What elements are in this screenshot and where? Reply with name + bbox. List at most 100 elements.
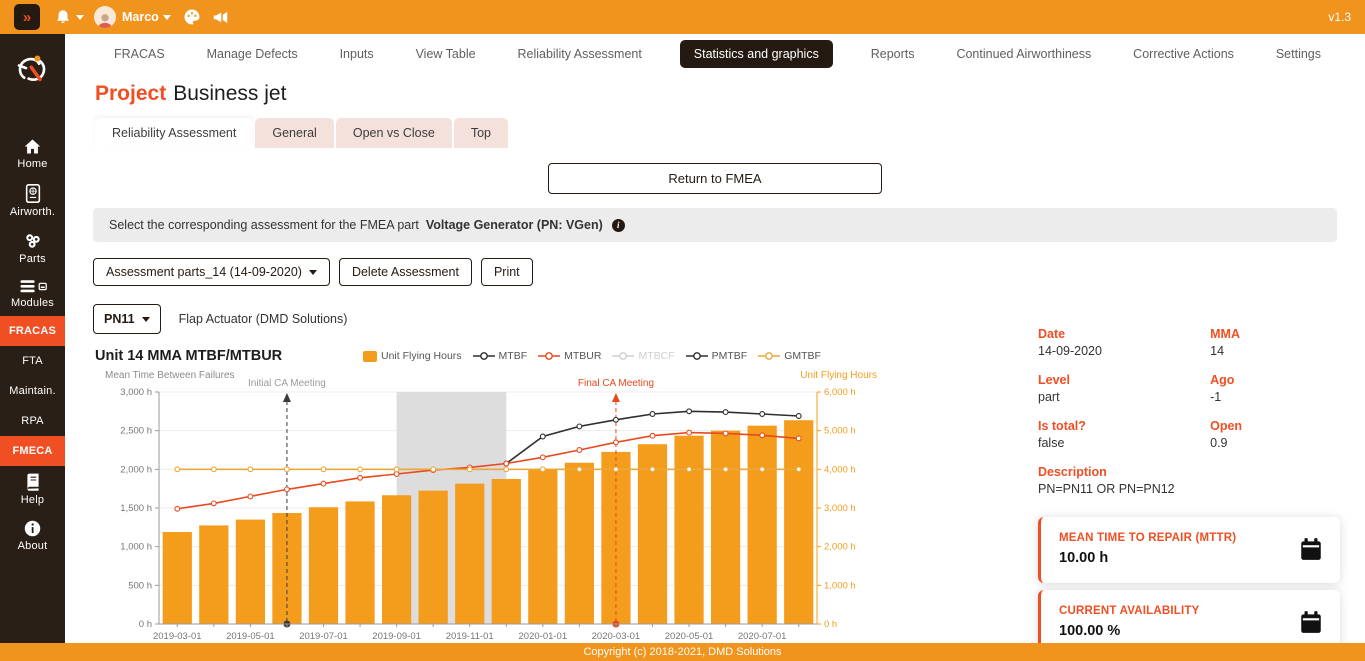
info-bar-text: Select the corresponding assessment for …	[109, 218, 419, 232]
sidebar-item-fracas[interactable]: FRACAS	[0, 316, 65, 346]
info-icon	[24, 520, 41, 537]
detail-open: Open 0.9	[1210, 419, 1243, 450]
sidebar-item-fmeca[interactable]: FMECA	[0, 436, 65, 466]
megaphone-icon	[213, 11, 228, 23]
nav-reports[interactable]: Reports	[870, 47, 915, 61]
mtbf-mtbur-chart: Initial CA Meeting Final CA Meeting 0 h 500…	[105, 370, 877, 642]
sidebar-item-help[interactable]: Help	[0, 466, 65, 513]
sidebar-item-home[interactable]: Home	[0, 131, 65, 177]
svg-text:2,000 h: 2,000 h	[824, 542, 856, 553]
caret-down-icon	[162, 14, 171, 20]
svg-text:2019-07-01: 2019-07-01	[299, 631, 348, 642]
nav-corrective-actions[interactable]: Corrective Actions	[1133, 47, 1234, 61]
mttr-card: MEAN TIME TO REPAIR (MTTR) 10.00 h	[1038, 517, 1340, 583]
home-icon	[24, 139, 41, 154]
legend-line-marker-icon	[538, 352, 561, 360]
svg-text:3,000 h: 3,000 h	[120, 387, 152, 398]
app-logo[interactable]	[12, 48, 54, 95]
legend-item-gmtbf[interactable]: GMTBF	[758, 350, 821, 362]
calendar-icon[interactable]	[1298, 609, 1324, 635]
footer: Copyright (c) 2018-2021, DMD Solutions	[0, 643, 1365, 661]
tab-top[interactable]: Top	[453, 118, 508, 148]
part-number-row: PN11 Flap Actuator (DMD Solutions)	[93, 304, 1365, 334]
chart-legend: Unit Flying Hours MTBF MTBUR MTBCF PMTBF GMTB…	[363, 350, 821, 362]
main-content: FRACAS Manage Defects Inputs View Table …	[65, 34, 1365, 643]
legend-line-marker-icon	[685, 352, 708, 360]
copyright-text: Copyright (c) 2018-2021, DMD Solutions	[583, 646, 782, 658]
nav-manage-defects[interactable]: Manage Defects	[206, 47, 298, 61]
calendar-icon[interactable]	[1298, 536, 1324, 562]
detail-mma: MMA 14	[1210, 327, 1240, 358]
nav-continued-airworthiness[interactable]: Continued Airworthiness	[956, 47, 1092, 61]
legend-swatch-icon	[363, 350, 377, 362]
project-name: Business jet	[173, 82, 287, 105]
legend-line-marker-icon	[758, 352, 781, 360]
page-title: Project Business jet	[95, 82, 1365, 106]
svg-text:4,000 h: 4,000 h	[824, 464, 856, 475]
announcements-button[interactable]	[211, 8, 230, 26]
caret-down-icon	[308, 270, 317, 276]
pn-dropdown[interactable]: PN11	[93, 304, 161, 334]
assessment-select-dropdown[interactable]: Assessment parts_14 (14-09-2020)	[93, 258, 330, 286]
user-menu[interactable]: Marco	[94, 6, 171, 28]
nav-inputs[interactable]: Inputs	[339, 47, 374, 61]
svg-text:2020-03-01: 2020-03-01	[592, 631, 641, 642]
tab-open-vs-close[interactable]: Open vs Close	[335, 118, 452, 148]
nav-settings[interactable]: Settings	[1275, 47, 1321, 61]
svg-text:Initial CA Meeting: Initial CA Meeting	[248, 378, 326, 389]
print-button[interactable]: Print	[480, 258, 533, 286]
nav-fracas[interactable]: FRACAS	[114, 47, 165, 61]
bell-icon	[57, 10, 69, 24]
notifications-bell-button[interactable]	[54, 8, 84, 26]
svg-text:2,500 h: 2,500 h	[120, 426, 152, 437]
assessment-actions: Assessment parts_14 (14-09-2020) Delete …	[93, 258, 1365, 286]
theme-button[interactable]	[183, 8, 201, 26]
tab-general[interactable]: General	[255, 118, 334, 148]
legend-item-pmtbf[interactable]: PMTBF	[685, 350, 747, 362]
sidebar-collapse-button[interactable]: »	[14, 4, 40, 30]
svg-text:1,500 h: 1,500 h	[120, 503, 152, 514]
sidebar-item-parts[interactable]: Parts	[0, 225, 65, 272]
sidebar-item-modules[interactable]: Modules	[0, 272, 65, 316]
nav-reliability-assessment[interactable]: Reliability Assessment	[517, 47, 642, 61]
sidebar-item-maintain[interactable]: Maintain.	[9, 385, 56, 397]
sidebar-item-fta[interactable]: FTA	[22, 355, 43, 367]
availability-card-title: CURRENT AVAILABILITY	[1059, 605, 1200, 617]
tab-reliability-assessment[interactable]: Reliability Assessment	[95, 118, 254, 148]
availability-card-value: 100.00 %	[1059, 623, 1121, 639]
sidebar-item-airworthiness[interactable]: Airworth.	[0, 177, 65, 225]
legend-item-mtbcf[interactable]: MTBCF	[612, 350, 675, 362]
caret-down-icon	[141, 317, 150, 323]
mtbf-chart-section: Unit 14 MMA MTBF/MTBUR Unit Flying Hours…	[95, 348, 885, 643]
info-icon[interactable]: i	[611, 218, 625, 232]
svg-text:2019-03-01: 2019-03-01	[153, 631, 202, 642]
palette-icon	[184, 9, 200, 25]
svg-text:500 h: 500 h	[128, 580, 152, 591]
svg-text:6,000 h: 6,000 h	[824, 387, 856, 398]
sidebar-item-about[interactable]: About	[0, 513, 65, 559]
legend-item-unit-flying-hours[interactable]: Unit Flying Hours	[363, 350, 462, 362]
sidebar: Home Airworth. Parts Modules FRACAS FTA …	[0, 34, 65, 643]
nav-view-table[interactable]: View Table	[415, 47, 476, 61]
svg-text:2019-09-01: 2019-09-01	[372, 631, 421, 642]
menu-icon	[20, 280, 47, 293]
nav-statistics-and-graphics[interactable]: Statistics and graphics	[679, 40, 833, 68]
delete-assessment-button[interactable]: Delete Assessment	[338, 258, 472, 286]
return-to-fmea-button[interactable]: Return to FMEA	[548, 163, 882, 194]
legend-item-mtbur[interactable]: MTBUR	[538, 350, 601, 362]
passport-icon	[25, 184, 40, 203]
svg-text:1,000 h: 1,000 h	[120, 542, 152, 553]
assessment-info-bar: Select the corresponding assessment for …	[93, 208, 1337, 242]
mttr-card-title: MEAN TIME TO REPAIR (MTTR)	[1059, 532, 1237, 544]
assessment-detail-panel: Date 14-09-2020 MMA 14 Level part Ago -1 Is …	[1038, 327, 1340, 643]
svg-text:3,000 h: 3,000 h	[824, 503, 856, 514]
fmea-part-name: Voltage Generator (PN: VGen)	[425, 218, 603, 232]
mttr-card-value: 10.00 h	[1059, 550, 1109, 566]
svg-text:0 h: 0 h	[139, 619, 152, 630]
sub-tabs: Reliability Assessment General Open vs C…	[95, 118, 1365, 148]
legend-line-marker-icon	[472, 352, 495, 360]
svg-text:2,000 h: 2,000 h	[120, 464, 152, 475]
sidebar-item-rpa[interactable]: RPA	[21, 415, 44, 427]
part-description: Flap Actuator (DMD Solutions)	[178, 312, 348, 326]
legend-item-mtbf[interactable]: MTBF	[472, 350, 527, 362]
